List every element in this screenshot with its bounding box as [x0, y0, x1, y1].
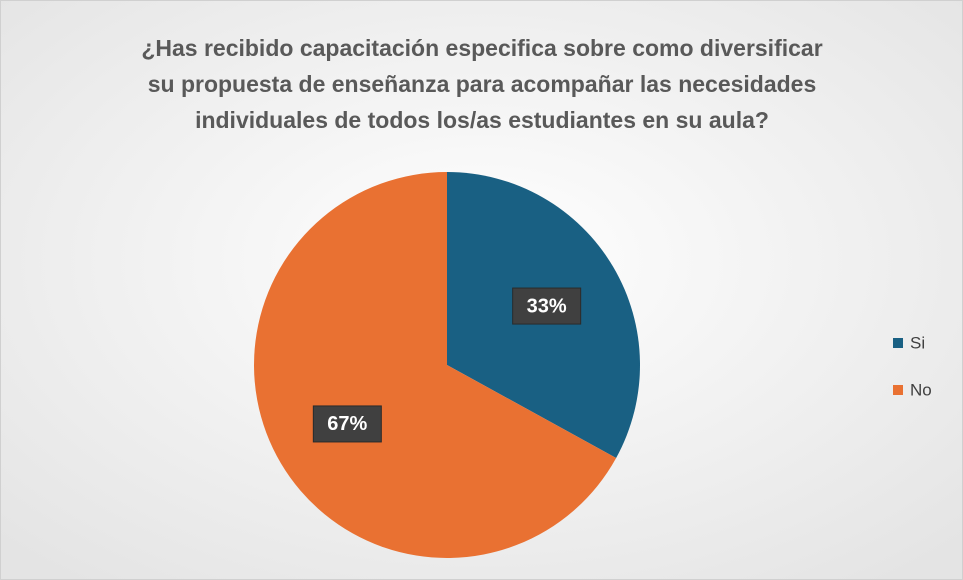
chart-title: su propuesta de enseñanza para acompañar… [148, 71, 817, 97]
chart-title: individuales de todos los/as estudiantes… [195, 107, 769, 133]
label-box [512, 287, 582, 325]
legend-label: Si [910, 333, 925, 352]
chart-title: ¿Has recibido capacitación especifica so… [141, 35, 822, 61]
pie-slice [253, 172, 617, 558]
legend-swatch [893, 338, 903, 348]
legend-label: No [910, 380, 932, 399]
label-box [312, 405, 382, 443]
data-label: 33% [527, 295, 567, 317]
data-label: 67% [327, 413, 367, 435]
legend-swatch [893, 385, 903, 395]
